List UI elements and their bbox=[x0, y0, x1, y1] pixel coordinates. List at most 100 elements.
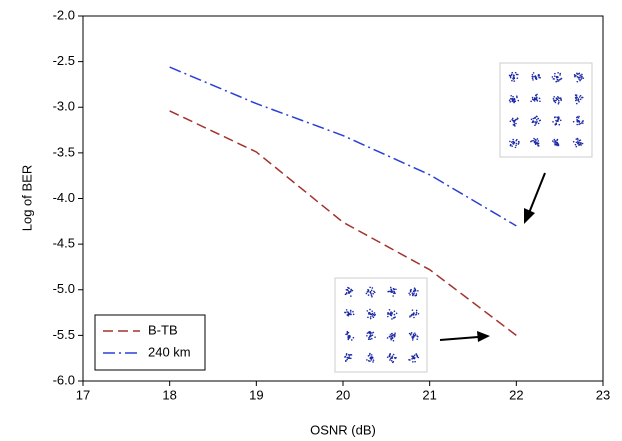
constellation-dot bbox=[554, 117, 556, 119]
y-tick-label: -2.5 bbox=[53, 53, 75, 68]
constellation-dot bbox=[514, 99, 516, 101]
constellation-dot bbox=[394, 289, 396, 291]
constellation-dot bbox=[389, 359, 391, 361]
constellation-dot bbox=[370, 293, 372, 295]
constellation-dot bbox=[366, 359, 368, 361]
constellation-dot bbox=[538, 123, 540, 125]
constellation-dot bbox=[539, 119, 541, 121]
y-tick-label: -2.0 bbox=[53, 7, 75, 22]
constellation-dot bbox=[368, 338, 370, 340]
constellation-dot bbox=[412, 294, 414, 296]
constellation-dot bbox=[580, 99, 582, 101]
constellation-dot bbox=[370, 335, 372, 337]
constellation-dot bbox=[348, 314, 350, 316]
constellation-dot bbox=[408, 292, 410, 294]
constellation-dot bbox=[369, 357, 371, 359]
constellation-dot bbox=[513, 143, 515, 145]
constellation-dot bbox=[556, 76, 558, 78]
constellation-dot bbox=[371, 332, 373, 334]
constellation-dot bbox=[396, 312, 398, 314]
constellation-dot bbox=[513, 80, 515, 82]
constellation-dot bbox=[351, 339, 353, 341]
constellation-dot bbox=[554, 143, 556, 145]
constellation-dot bbox=[347, 331, 349, 333]
constellation-dot bbox=[512, 96, 514, 98]
constellation-dot bbox=[554, 75, 556, 77]
constellation-dot bbox=[369, 286, 371, 288]
constellation-dot bbox=[412, 339, 414, 341]
constellation-dot bbox=[576, 138, 578, 140]
constellation-dot bbox=[558, 116, 560, 118]
constellation-dot bbox=[573, 121, 575, 123]
constellation-dot bbox=[369, 313, 371, 315]
constellation-dot bbox=[577, 98, 579, 100]
constellation-dot bbox=[555, 100, 557, 102]
constellation-dot bbox=[374, 312, 376, 314]
constellation-dot bbox=[536, 119, 538, 121]
constellation-dot bbox=[395, 288, 397, 290]
constellation-dot bbox=[413, 333, 415, 335]
x-tick-label: 20 bbox=[336, 387, 350, 402]
constellation-dot bbox=[511, 141, 513, 143]
constellation-dot bbox=[580, 139, 582, 141]
constellation-dot bbox=[345, 360, 347, 362]
constellation-dot bbox=[345, 294, 347, 296]
constellation-dot bbox=[371, 290, 373, 292]
constellation-dot bbox=[416, 312, 418, 314]
constellation-dot bbox=[534, 117, 536, 119]
constellation-dot bbox=[368, 294, 370, 296]
constellation-dot bbox=[393, 293, 395, 295]
constellation-dot bbox=[532, 122, 534, 124]
constellation-dot bbox=[369, 354, 371, 356]
constellation-dot bbox=[413, 317, 415, 319]
constellation-dot bbox=[580, 142, 582, 144]
constellation-dot bbox=[517, 100, 519, 102]
constellation-dot bbox=[581, 74, 583, 76]
constellation-dot bbox=[539, 100, 541, 102]
constellation-dot bbox=[516, 74, 518, 76]
constellation-dot bbox=[553, 98, 555, 100]
constellation-dot bbox=[413, 312, 415, 314]
constellation-dot bbox=[414, 354, 416, 356]
constellation-dot bbox=[510, 75, 512, 77]
constellation-dot bbox=[372, 361, 374, 363]
constellation-dot bbox=[555, 81, 557, 83]
constellation-dot bbox=[346, 292, 348, 294]
constellation-dot bbox=[389, 336, 391, 338]
constellation-dot bbox=[350, 295, 352, 297]
constellation-dot bbox=[515, 72, 517, 74]
constellation-dot bbox=[412, 309, 414, 311]
constellation-dot bbox=[533, 72, 535, 74]
constellation-dot bbox=[579, 123, 581, 125]
constellation-dot bbox=[412, 314, 414, 316]
y-axis-label: Log of BER bbox=[19, 165, 34, 232]
constellation-dot bbox=[513, 76, 515, 78]
constellation-dot bbox=[350, 358, 352, 360]
constellation-dot bbox=[555, 120, 557, 122]
constellation-dot bbox=[539, 98, 541, 100]
constellation-dot bbox=[371, 356, 373, 358]
x-tick-label: 19 bbox=[249, 387, 263, 402]
y-tick-label: -3.0 bbox=[53, 99, 75, 114]
constellation-dot bbox=[579, 80, 581, 82]
constellation-dot bbox=[532, 78, 534, 80]
constellation-dot bbox=[515, 145, 517, 147]
constellation-dot bbox=[418, 357, 420, 359]
constellation-dot bbox=[371, 294, 373, 296]
constellation-dot bbox=[577, 139, 579, 141]
constellation-dot bbox=[556, 143, 558, 145]
constellation-dot bbox=[516, 95, 518, 97]
constellation-dot bbox=[416, 293, 418, 295]
constellation-dot bbox=[532, 97, 534, 99]
constellation-dot bbox=[369, 309, 371, 311]
constellation-dot bbox=[530, 101, 532, 103]
constellation-dot bbox=[392, 295, 394, 297]
constellation-dot bbox=[580, 95, 582, 97]
constellation-dot bbox=[576, 141, 578, 143]
constellation-dot bbox=[552, 140, 554, 142]
constellation-dot bbox=[372, 332, 374, 334]
constellation-dot bbox=[412, 357, 414, 359]
constellation-dot bbox=[532, 99, 534, 101]
constellation-dot bbox=[392, 362, 394, 364]
constellation-dot bbox=[558, 100, 560, 102]
